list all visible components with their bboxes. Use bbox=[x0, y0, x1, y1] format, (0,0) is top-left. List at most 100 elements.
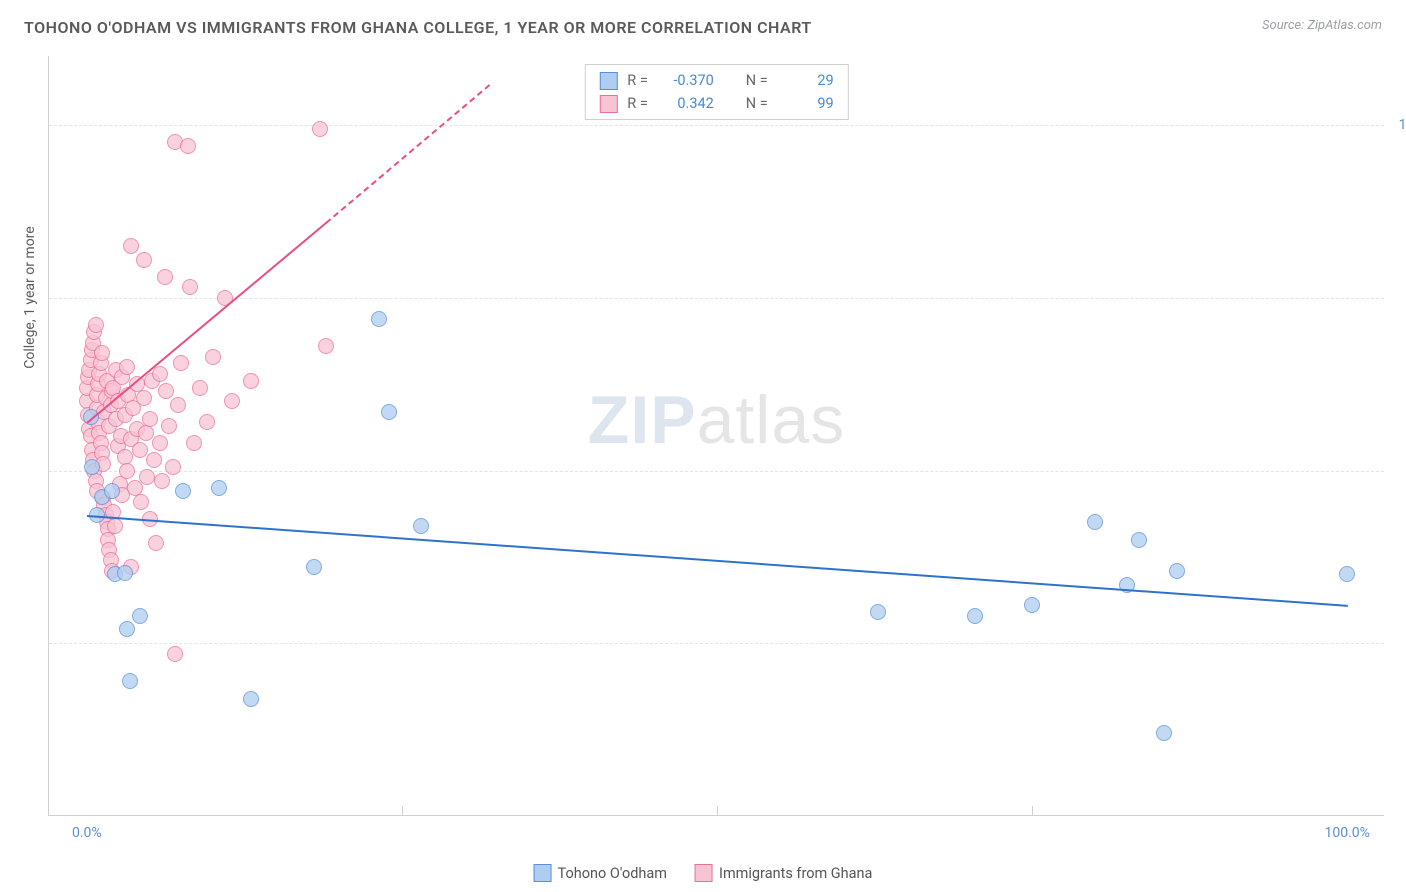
data-point bbox=[158, 383, 174, 399]
legend-correlation-row: R = 0.342 N = 99 bbox=[599, 92, 833, 115]
legend-swatch bbox=[599, 72, 617, 90]
data-point bbox=[104, 483, 120, 499]
data-point bbox=[107, 518, 123, 534]
plot-container: ZIPatlas R =-0.370N =29R =0.342N =99 25.… bbox=[48, 56, 1384, 816]
data-point bbox=[148, 535, 164, 551]
data-point bbox=[154, 473, 170, 489]
data-point bbox=[224, 393, 240, 409]
legend-series-label: Tohono O'odham bbox=[558, 865, 667, 882]
gridline-horizontal bbox=[49, 298, 1384, 299]
data-point bbox=[119, 359, 135, 375]
y-tick-label: 25.0% bbox=[1390, 635, 1406, 651]
legend-swatch bbox=[599, 95, 617, 113]
data-point bbox=[173, 355, 189, 371]
data-point bbox=[136, 252, 152, 268]
data-point bbox=[123, 238, 139, 254]
data-point bbox=[132, 442, 148, 458]
gridline-vertical bbox=[717, 806, 718, 816]
trend-line bbox=[87, 515, 1348, 607]
legend-correlation: R = -0.370 N = 29 R = 0.342 N = 99 bbox=[584, 64, 848, 120]
watermark-atlas: atlas bbox=[697, 382, 846, 458]
data-point bbox=[83, 409, 99, 425]
x-tick-label: 100.0% bbox=[1324, 825, 1369, 841]
data-point bbox=[211, 480, 227, 496]
trend-line bbox=[86, 222, 327, 424]
data-point bbox=[133, 494, 149, 510]
data-point bbox=[161, 418, 177, 434]
data-point bbox=[186, 435, 202, 451]
data-point bbox=[318, 338, 334, 354]
data-point bbox=[122, 673, 138, 689]
data-point bbox=[243, 691, 259, 707]
watermark-zip: ZIP bbox=[588, 382, 697, 458]
data-point bbox=[119, 463, 135, 479]
title-bar: TOHONO O'ODHAM VS IMMIGRANTS FROM GHANA … bbox=[0, 0, 1406, 45]
y-tick-label: 75.0% bbox=[1390, 290, 1406, 306]
gridline-horizontal bbox=[49, 471, 1384, 472]
data-point bbox=[1339, 566, 1355, 582]
data-point bbox=[88, 317, 104, 333]
legend-swatch bbox=[695, 864, 713, 882]
data-point bbox=[312, 121, 328, 137]
legend-series-item: Tohono O'odham bbox=[534, 864, 667, 882]
legend-correlation-row: R = -0.370 N = 29 bbox=[599, 69, 833, 92]
legend-swatch bbox=[534, 864, 552, 882]
watermark: ZIPatlas bbox=[588, 381, 845, 459]
legend-series: Tohono O'odham Immigrants from Ghana bbox=[534, 864, 873, 882]
data-point bbox=[205, 349, 221, 365]
y-tick-label: 50.0% bbox=[1390, 463, 1406, 479]
data-point bbox=[1131, 532, 1147, 548]
data-point bbox=[1169, 563, 1185, 579]
data-point bbox=[138, 425, 154, 441]
legend-series-label: Immigrants from Ghana bbox=[719, 865, 872, 882]
legend-r-label: R = bbox=[627, 92, 648, 115]
data-point bbox=[94, 345, 110, 361]
data-point bbox=[139, 469, 155, 485]
data-point bbox=[157, 269, 173, 285]
data-point bbox=[1156, 725, 1172, 741]
data-point bbox=[152, 435, 168, 451]
data-point bbox=[371, 311, 387, 327]
legend-n-label: N = bbox=[746, 69, 768, 92]
trend-line bbox=[326, 84, 491, 224]
legend-r-value: 0.342 bbox=[658, 92, 714, 115]
data-point bbox=[413, 518, 429, 534]
data-point bbox=[136, 390, 152, 406]
data-point bbox=[175, 483, 191, 499]
data-point bbox=[199, 414, 215, 430]
plot-area: ZIPatlas R =-0.370N =29R =0.342N =99 25.… bbox=[48, 56, 1384, 816]
legend-n-value: 99 bbox=[778, 92, 834, 115]
data-point bbox=[119, 621, 135, 637]
data-point bbox=[182, 279, 198, 295]
data-point bbox=[381, 404, 397, 420]
legend-r-value: -0.370 bbox=[658, 69, 714, 92]
data-point bbox=[243, 373, 259, 389]
y-axis-label: College, 1 year or more bbox=[22, 226, 38, 368]
chart-title: TOHONO O'ODHAM VS IMMIGRANTS FROM GHANA … bbox=[24, 18, 812, 37]
legend-n-value: 29 bbox=[778, 69, 834, 92]
data-point bbox=[1087, 514, 1103, 530]
data-point bbox=[170, 397, 186, 413]
data-point bbox=[167, 646, 183, 662]
data-point bbox=[870, 604, 886, 620]
x-tick-label: 0.0% bbox=[72, 825, 102, 841]
gridline-horizontal bbox=[49, 643, 1384, 644]
gridline-vertical bbox=[402, 806, 403, 816]
gridline-horizontal bbox=[49, 125, 1384, 126]
gridline-vertical bbox=[1032, 806, 1033, 816]
data-point bbox=[306, 559, 322, 575]
data-point bbox=[967, 608, 983, 624]
data-point bbox=[117, 565, 133, 581]
legend-series-item: Immigrants from Ghana bbox=[695, 864, 872, 882]
legend-n-label: N = bbox=[746, 92, 768, 115]
data-point bbox=[146, 452, 162, 468]
data-point bbox=[84, 459, 100, 475]
data-point bbox=[132, 608, 148, 624]
y-tick-label: 100.0% bbox=[1390, 117, 1406, 133]
data-point bbox=[180, 138, 196, 154]
data-point bbox=[152, 366, 168, 382]
data-point bbox=[165, 459, 181, 475]
legend-r-label: R = bbox=[627, 69, 648, 92]
data-point bbox=[192, 380, 208, 396]
data-point bbox=[142, 411, 158, 427]
